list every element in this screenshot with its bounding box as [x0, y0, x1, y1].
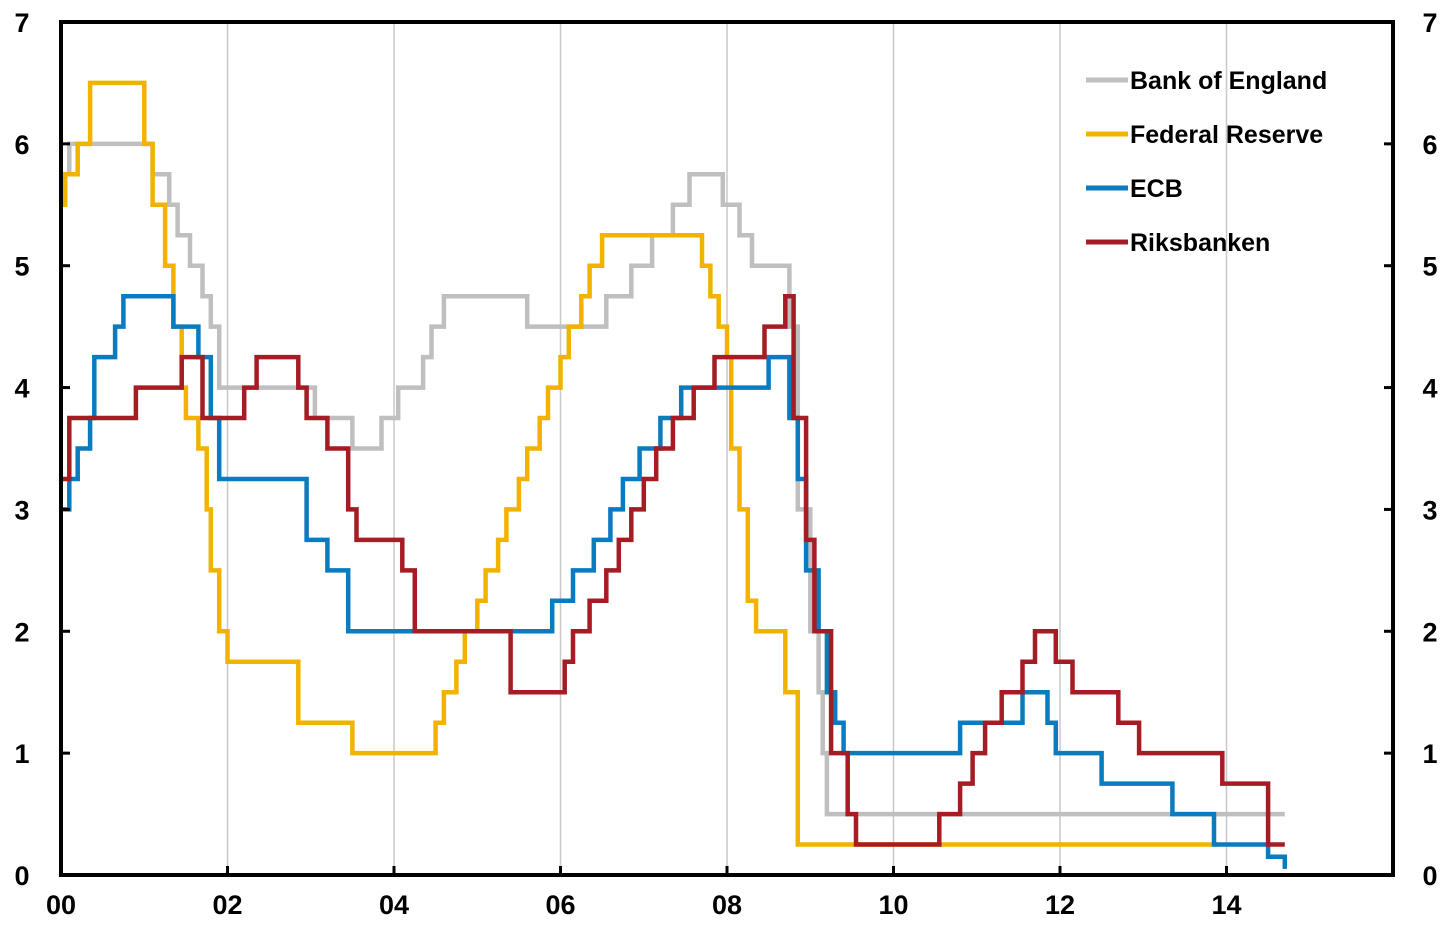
axis-ticks — [59, 20, 1393, 877]
series-lines — [61, 80, 1288, 869]
series-line-ecb — [61, 293, 1288, 869]
y-tick-label-left: 3 — [14, 495, 29, 525]
y-tick-label-right: 0 — [1422, 861, 1437, 891]
x-tick-label: 10 — [878, 890, 908, 920]
tick-labels: 00 02 04 06 08 10 12 140 01 12 23 34 45 56 67 7 — [14, 8, 1437, 920]
y-tick-label-right: 7 — [1422, 8, 1437, 38]
legend-label-riksbanken: Riksbanken — [1130, 229, 1270, 257]
series-line-riksbanken — [61, 293, 1285, 847]
y-tick-label-left: 7 — [14, 8, 29, 38]
y-tick-label-right: 5 — [1422, 252, 1437, 282]
y-tick-label-right: 3 — [1422, 495, 1437, 525]
series-line-bank-of-england — [61, 141, 1285, 817]
y-tick-label-right: 1 — [1422, 739, 1437, 769]
x-tick-label: 06 — [545, 890, 575, 920]
x-tick-label: 14 — [1211, 890, 1241, 920]
x-tick-label: 00 — [46, 890, 76, 920]
y-tick-label-left: 4 — [14, 374, 29, 404]
y-tick-label-left: 0 — [14, 861, 29, 891]
x-tick-label: 08 — [712, 890, 742, 920]
y-tick-label-right: 6 — [1422, 130, 1437, 160]
y-tick-label-right: 2 — [1422, 617, 1437, 647]
gridlines — [226, 22, 1228, 875]
y-tick-label-left: 5 — [14, 252, 29, 282]
legend-label-federal-reserve: Federal Reserve — [1130, 121, 1323, 149]
x-tick-label: 02 — [212, 890, 242, 920]
legend-label-bank-of-england: Bank of England — [1130, 67, 1327, 95]
y-tick-label-left: 1 — [14, 739, 29, 769]
y-tick-label-left: 2 — [14, 617, 29, 647]
x-tick-label: 12 — [1045, 890, 1075, 920]
y-tick-label-left: 6 — [14, 130, 29, 160]
legend: Bank of England Federal Reserve ECB Riksban… — [1086, 67, 1327, 257]
x-tick-label: 04 — [379, 890, 409, 920]
legend-label-ecb: ECB — [1130, 175, 1183, 203]
y-tick-label-right: 4 — [1422, 374, 1437, 404]
